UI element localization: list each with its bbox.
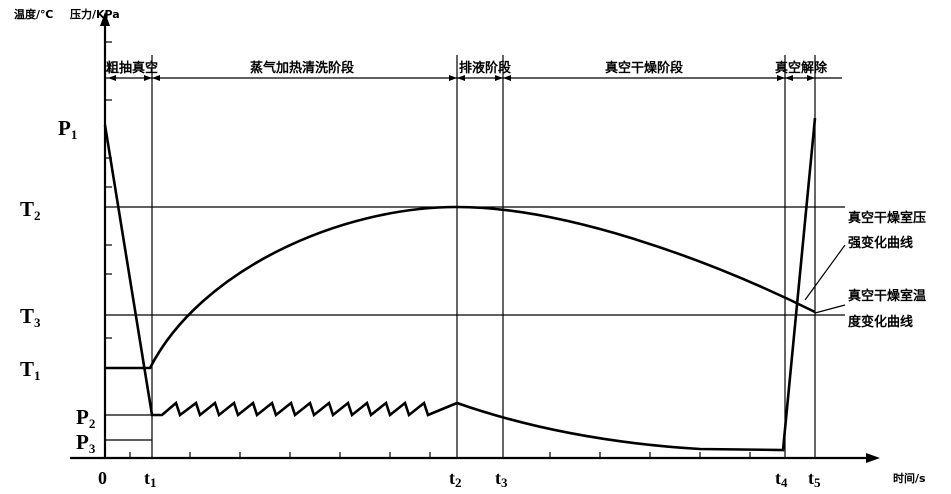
x-axis-title: 时间/s	[893, 471, 926, 485]
pressure-decay-curve	[456, 117, 817, 452]
stage-label-rough-vacuum: 粗抽真空	[106, 60, 158, 76]
y-label-p1: P1	[58, 116, 77, 142]
y-axis-arrow	[100, 12, 110, 26]
stage-label-drainage: 排液阶段	[459, 60, 511, 76]
temperature-curve-annotation-line2: 度变化曲线	[848, 314, 913, 330]
x-label-t1: t1	[144, 468, 157, 490]
x-label-t3: t3	[495, 468, 508, 490]
pressure-curve-annotation-line1: 真空干燥室压	[848, 210, 926, 226]
pressure-curve-annotation-line2: 强变化曲线	[848, 235, 913, 251]
temperature-curve-annotation-line1: 真空干燥室温	[848, 288, 926, 304]
y-axis-title-pressure: 压力/KPa	[70, 7, 120, 21]
y-label-p3: P3	[76, 430, 96, 456]
pressure-curve	[103, 124, 458, 418]
stage-label-vacuum-release: 真空解除	[775, 60, 828, 76]
y-label-t2: T2	[20, 197, 41, 223]
y-axis-title-temperature: 温度/℃	[14, 7, 53, 21]
temperature-curve	[105, 205, 816, 370]
temperature-annotation-leader	[814, 304, 846, 314]
stage-bracket-arrows	[108, 75, 815, 81]
x-label-origin: 0	[98, 468, 107, 488]
x-label-t2: t2	[449, 468, 462, 490]
y-label-t1: T1	[20, 357, 41, 383]
x-label-t4: t4	[775, 468, 788, 490]
pressure-annotation-leader	[804, 244, 846, 301]
x-label-t5: t5	[808, 468, 821, 490]
y-label-t3: T3	[20, 304, 41, 330]
stage-label-vacuum-drying: 真空干燥阶段	[605, 60, 683, 76]
y-axis-ticks	[105, 41, 112, 339]
y-label-p2: P2	[76, 405, 95, 431]
x-axis-ticks	[129, 452, 751, 458]
x-axis-arrow	[866, 453, 880, 463]
stage-label-steam-heating: 蒸气加热清洗阶段	[250, 60, 354, 76]
